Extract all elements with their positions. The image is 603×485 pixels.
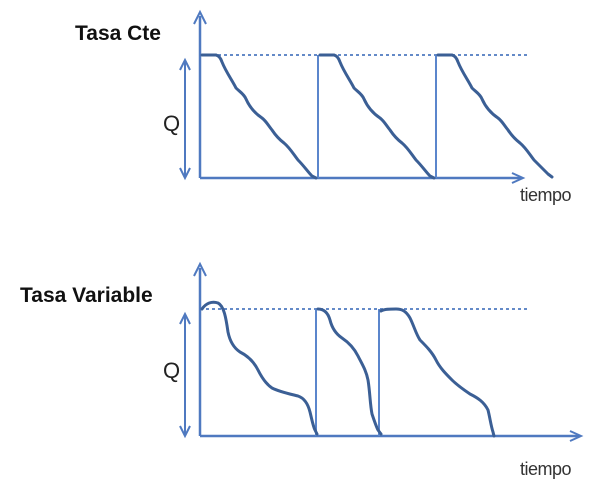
inventory-curve: [200, 53, 318, 180]
q-arrow-up-icon: [179, 57, 191, 71]
x-axis-label: tiempo: [520, 185, 572, 205]
inventory-curve: [316, 307, 383, 436]
y-axis-arrow-icon: [193, 261, 207, 277]
panel-title: Tasa Cte: [75, 22, 161, 45]
q-arrow-down-icon: [179, 167, 191, 181]
x-axis-label: tiempo: [520, 459, 572, 479]
panel-constant-rate: Tasa Cte Q tiempo: [75, 9, 572, 205]
inventory-curve: [436, 53, 554, 179]
inventory-curve: [200, 300, 319, 436]
q-label: Q: [163, 111, 180, 136]
y-axis-arrow-icon: [193, 9, 207, 25]
q-label: Q: [163, 358, 180, 383]
inventory-curve: [379, 307, 496, 438]
panel-variable-rate: Tasa Variable Q tiempo: [20, 261, 584, 479]
panel-title: Tasa Variable: [20, 284, 153, 307]
q-arrow-down-icon: [179, 425, 191, 439]
q-arrow-up-icon: [179, 311, 191, 325]
x-axis-arrow-icon: [569, 430, 584, 442]
inventory-curve: [318, 53, 436, 180]
x-axis-arrow-icon: [511, 172, 526, 184]
